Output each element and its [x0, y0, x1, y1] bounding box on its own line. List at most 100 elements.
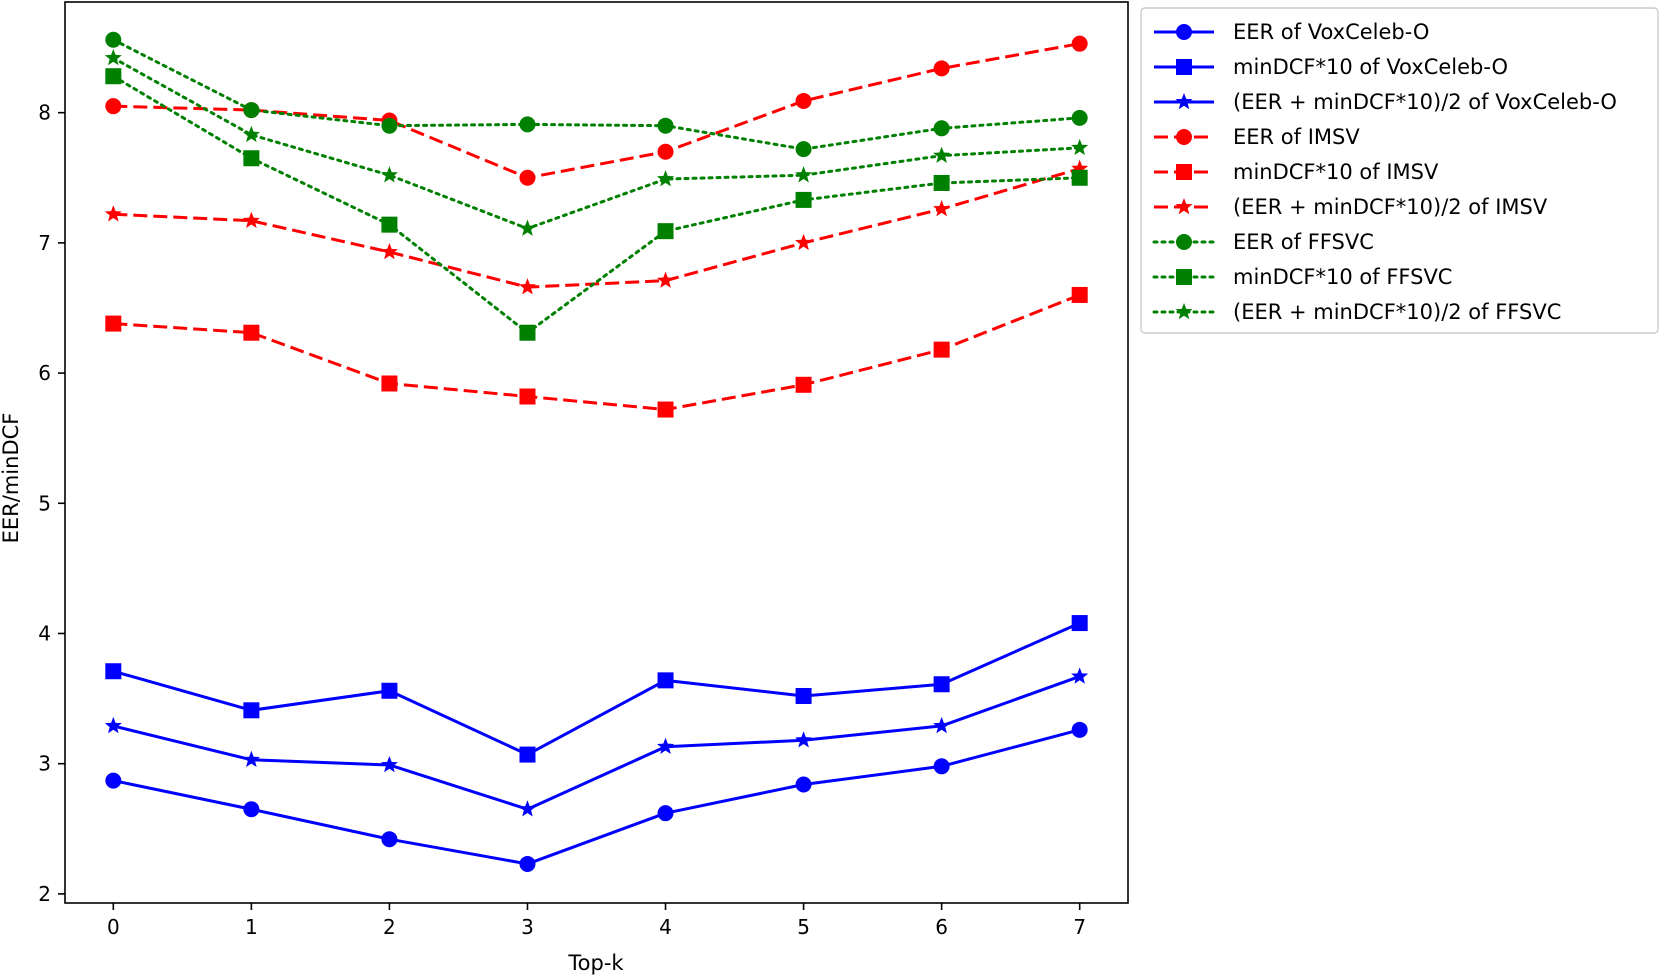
x-tick-label: 4	[659, 915, 672, 939]
data-point	[657, 143, 674, 160]
legend-marker	[1176, 269, 1192, 285]
legend-entry: EER of VoxCeleb-O	[1154, 20, 1429, 44]
data-point	[1071, 286, 1088, 303]
series-9	[104, 48, 1089, 236]
y-tick-label: 5	[38, 491, 51, 515]
series-5	[105, 286, 1088, 418]
y-tick-label: 8	[38, 101, 51, 125]
legend-marker	[1175, 93, 1193, 110]
data-point	[104, 205, 122, 222]
data-point	[1071, 721, 1088, 738]
x-tick-label: 5	[797, 915, 810, 939]
x-tick-label: 3	[521, 915, 534, 939]
data-point	[795, 233, 813, 251]
data-point	[104, 716, 122, 734]
series-2	[105, 615, 1088, 763]
legend-label: minDCF*10 of VoxCeleb-O	[1233, 55, 1508, 79]
legend-label: (EER + minDCF*10)/2 of IMSV	[1233, 195, 1548, 219]
data-point	[1071, 109, 1088, 126]
data-point	[105, 663, 122, 680]
legend-entry: minDCF*10 of IMSV	[1154, 160, 1439, 184]
data-point	[657, 117, 674, 134]
data-point	[795, 141, 812, 158]
x-tick-label: 1	[245, 915, 258, 939]
series-line	[112, 675, 1081, 811]
data-point	[381, 117, 398, 134]
legend-entry: minDCF*10 of VoxCeleb-O	[1154, 55, 1508, 79]
data-point	[1071, 667, 1089, 684]
data-point	[518, 800, 537, 817]
series-layer	[104, 31, 1089, 872]
data-point	[381, 682, 398, 699]
data-point	[381, 375, 398, 392]
data-point	[519, 324, 536, 341]
data-point	[795, 376, 812, 393]
legend-label: minDCF*10 of FFSVC	[1233, 265, 1452, 289]
data-point	[656, 170, 675, 187]
legend-entry: (EER + minDCF*10)/2 of FFSVC	[1152, 300, 1561, 324]
data-point	[656, 271, 675, 288]
x-axis-label: Top-k	[567, 951, 624, 975]
data-point	[105, 31, 122, 48]
legend-entry: EER of FFSVC	[1152, 230, 1374, 254]
data-point	[519, 746, 536, 763]
data-point	[933, 341, 950, 358]
data-point	[519, 116, 536, 133]
data-point	[656, 737, 675, 755]
data-point	[1071, 159, 1089, 176]
legend-marker	[1176, 164, 1192, 180]
series-7	[105, 31, 1088, 158]
series-line	[111, 74, 1082, 335]
data-point	[933, 200, 951, 217]
data-point	[933, 758, 950, 775]
data-point	[795, 166, 813, 183]
legend-marker	[1176, 59, 1192, 75]
series-line	[113, 167, 1081, 289]
y-axis-label: EER/minDCF	[0, 413, 23, 544]
data-point	[795, 92, 812, 109]
series-line	[112, 621, 1081, 757]
data-point	[657, 401, 674, 418]
legend-label: (EER + minDCF*10)/2 of VoxCeleb-O	[1233, 90, 1617, 114]
data-point	[933, 716, 951, 734]
data-point	[1071, 169, 1088, 186]
y-tick-label: 4	[38, 621, 51, 645]
series-line	[113, 293, 1081, 412]
y-tick-label: 3	[38, 752, 51, 776]
legend-box	[1140, 7, 1659, 334]
data-point	[105, 772, 122, 789]
data-point	[795, 776, 812, 793]
data-point	[519, 388, 536, 405]
data-point	[518, 278, 537, 295]
data-point	[380, 166, 398, 183]
legend-label: (EER + minDCF*10)/2 of FFSVC	[1233, 300, 1561, 324]
data-point	[1071, 615, 1088, 632]
data-point	[242, 125, 260, 143]
y-tick-label: 7	[38, 231, 51, 255]
legend-marker	[1176, 24, 1192, 40]
data-point	[1071, 35, 1088, 52]
legend-entry: (EER + minDCF*10)/2 of VoxCeleb-O	[1154, 90, 1617, 114]
data-point	[105, 98, 122, 115]
data-point	[380, 755, 398, 773]
data-point	[795, 687, 812, 704]
data-point	[933, 174, 950, 191]
x-tick-label: 0	[107, 915, 120, 939]
data-point	[380, 242, 398, 260]
legend-marker	[1175, 303, 1193, 320]
data-point	[243, 324, 260, 341]
data-point	[933, 120, 950, 137]
data-point	[105, 68, 122, 85]
series-line	[111, 56, 1082, 231]
legend-label: EER of FFSVC	[1233, 230, 1374, 254]
series-1	[105, 721, 1088, 872]
axes-layer: 0 1 2 3 4 5 6 7 2 3 4 5 6 7 8	[38, 1, 1129, 939]
legend-marker	[1176, 129, 1192, 145]
legend-marker	[1176, 234, 1192, 250]
legend-label: minDCF*10 of IMSV	[1233, 160, 1439, 184]
series-line	[111, 38, 1082, 151]
legend-label: EER of VoxCeleb-O	[1233, 20, 1429, 44]
x-tick-label: 6	[935, 915, 948, 939]
data-point	[243, 150, 260, 167]
